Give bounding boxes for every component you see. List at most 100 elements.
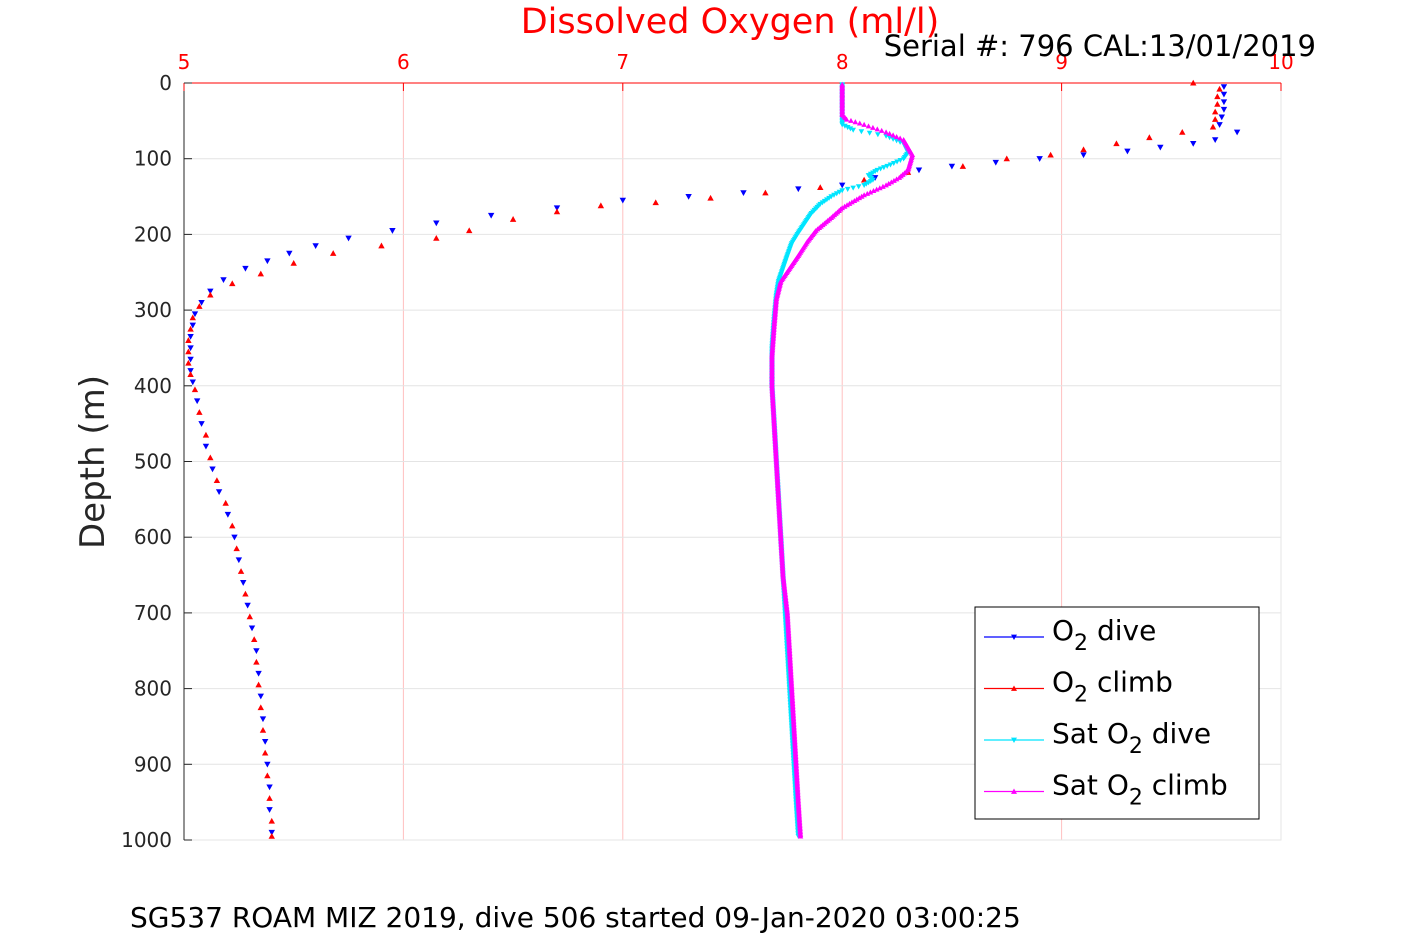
data-point (213, 477, 221, 483)
data-point (861, 121, 867, 127)
data-point (235, 557, 243, 564)
data-point (553, 205, 561, 212)
data-point (848, 117, 854, 123)
data-point (707, 194, 714, 201)
data-point (1216, 122, 1223, 128)
data-point (652, 199, 659, 206)
data-point (198, 421, 205, 427)
data-point (881, 165, 887, 171)
data-point (870, 124, 876, 130)
series-o2-dive (187, 84, 1241, 836)
data-point (847, 126, 854, 132)
data-point (189, 379, 196, 386)
data-point (202, 443, 210, 450)
data-point (795, 186, 802, 193)
data-point (229, 522, 236, 529)
data-point (865, 180, 872, 186)
data-point (487, 212, 495, 219)
data-point (861, 182, 867, 188)
grid (183, 82, 1282, 841)
data-point (1214, 93, 1221, 100)
data-point (264, 772, 271, 779)
x-tick-label: 8 (836, 50, 849, 74)
data-point (264, 761, 271, 768)
x-tick-label: 5 (178, 50, 191, 74)
data-point (198, 299, 205, 306)
footer-caption: SG537 ROAM MIZ 2019, dive 506 started 09… (130, 901, 1021, 934)
data-point (877, 166, 884, 172)
y-tick-label: 100 (134, 147, 172, 171)
y-tick-label: 1000 (121, 828, 172, 852)
y-tick-label: 0 (159, 71, 172, 95)
data-point (1036, 156, 1043, 162)
data-point (233, 545, 240, 552)
data-point (264, 258, 271, 265)
data-point (329, 250, 337, 256)
data-point (240, 580, 247, 586)
data-point (865, 123, 872, 129)
data-point (433, 234, 440, 241)
data-point (867, 189, 874, 195)
data-point (867, 178, 874, 185)
data-point (842, 123, 848, 129)
data-point (185, 359, 192, 366)
data-point (209, 466, 216, 473)
data-point (266, 795, 273, 801)
data-point (897, 135, 903, 141)
data-point (207, 291, 214, 298)
y-tick-label: 500 (134, 450, 172, 474)
legend-swatch-marker (1011, 685, 1017, 691)
y-tick-label: 900 (134, 752, 172, 776)
data-point (185, 337, 192, 343)
data-point (887, 162, 894, 168)
data-point (870, 170, 876, 176)
data-point (1190, 141, 1197, 147)
data-point (619, 197, 626, 204)
data-point (553, 208, 561, 215)
data-point (193, 398, 201, 405)
data-point (246, 613, 254, 620)
data-point (1216, 85, 1223, 92)
data-point (1218, 114, 1225, 121)
legend-swatch-marker (1011, 788, 1017, 794)
data-point (866, 130, 873, 136)
data-point (855, 184, 862, 190)
data-point (268, 817, 275, 824)
data-point (1211, 137, 1219, 143)
data-point (237, 568, 245, 574)
data-point (875, 132, 881, 138)
data-point (893, 133, 900, 139)
data-point (856, 120, 863, 126)
data-point (191, 311, 199, 318)
data-point (196, 409, 203, 415)
legend-swatch-marker (1011, 737, 1017, 743)
data-point (874, 126, 881, 132)
x-tick-label: 9 (1055, 50, 1068, 74)
data-point (860, 176, 868, 183)
data-point (864, 190, 871, 196)
series-sat-o2-climb (769, 81, 916, 839)
data-point (433, 220, 440, 227)
series-layer (185, 79, 1241, 840)
data-point (187, 345, 194, 352)
data-point (959, 163, 967, 169)
data-point (222, 499, 229, 506)
y-axis-label: Depth (m) (73, 375, 113, 549)
data-point (797, 833, 804, 839)
data-point (231, 534, 238, 541)
data-point (1220, 84, 1228, 90)
data-point (266, 784, 273, 791)
data-point (187, 368, 194, 374)
data-point (255, 681, 262, 688)
series-o2-climb (185, 79, 1223, 839)
data-point (261, 749, 269, 756)
data-point (852, 119, 859, 125)
data-point (883, 182, 889, 188)
data-point (1220, 91, 1228, 98)
data-point (597, 202, 605, 209)
data-point (878, 127, 885, 133)
data-point (1233, 129, 1241, 136)
data-point (187, 371, 194, 378)
serial-label: Serial #: 796 CAL:13/01/2019 (884, 29, 1316, 63)
data-point (873, 186, 880, 192)
